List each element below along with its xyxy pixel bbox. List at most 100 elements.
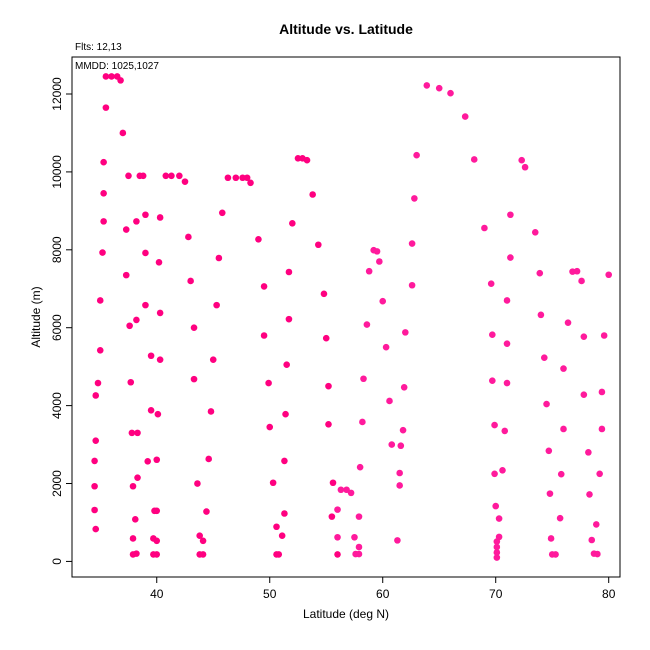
- data-point: [289, 220, 296, 227]
- data-point: [394, 537, 401, 544]
- data-point: [447, 89, 454, 97]
- data-point: [232, 174, 240, 182]
- data-point: [461, 113, 469, 120]
- data-point: [265, 379, 272, 387]
- x-axis-label: Latitude (deg N): [303, 607, 389, 621]
- data-point: [156, 356, 164, 363]
- x-tick-label: 40: [150, 587, 164, 601]
- data-point: [129, 551, 137, 558]
- data-point: [142, 249, 149, 257]
- data-point: [320, 290, 328, 298]
- data-point: [411, 195, 418, 202]
- data-point: [546, 490, 554, 497]
- data-point: [355, 550, 363, 558]
- data-point: [491, 470, 498, 478]
- data-point: [153, 537, 161, 545]
- data-point: [94, 379, 102, 387]
- data-point: [598, 425, 606, 433]
- data-point: [281, 457, 288, 465]
- data-point: [596, 470, 603, 478]
- data-point: [281, 510, 288, 517]
- data-point: [493, 543, 501, 551]
- data-point: [282, 410, 289, 418]
- data-point: [491, 421, 498, 429]
- data-point: [560, 425, 567, 433]
- data-point: [363, 321, 371, 328]
- data-point: [503, 379, 511, 387]
- data-point: [133, 218, 140, 225]
- data-point: [337, 486, 345, 494]
- data-point: [215, 254, 223, 262]
- data-point: [386, 397, 393, 405]
- data-point: [382, 343, 390, 351]
- data-point: [278, 532, 286, 540]
- data-point: [507, 254, 514, 261]
- data-point: [402, 329, 409, 336]
- data-point: [537, 311, 545, 319]
- data-point: [423, 82, 431, 89]
- data-point: [592, 521, 600, 528]
- data-point: [552, 551, 559, 558]
- data-point: [598, 388, 606, 396]
- data-point: [91, 506, 98, 514]
- data-point: [586, 491, 593, 498]
- data-point: [556, 514, 564, 522]
- data-point: [153, 507, 161, 515]
- data-point: [91, 457, 98, 465]
- x-axis: 40 50 60 70 80: [150, 576, 616, 601]
- data-point: [355, 513, 363, 520]
- data-point: [489, 331, 496, 339]
- data-point: [99, 249, 106, 256]
- data-point: [600, 332, 608, 339]
- data-point: [125, 172, 132, 180]
- x-tick-label: 70: [489, 587, 503, 601]
- data-point: [588, 536, 596, 544]
- plot-area: [71, 56, 621, 578]
- data-point: [309, 191, 316, 198]
- data-point: [156, 309, 164, 317]
- data-point: [168, 172, 175, 180]
- data-point: [205, 455, 213, 463]
- data-point: [388, 441, 396, 448]
- data-point: [557, 470, 565, 478]
- data-point: [334, 506, 341, 513]
- date-annotation: MMDD: 1025,1027: [75, 61, 159, 72]
- data-point: [147, 406, 155, 414]
- y-tick-label: 8000: [50, 236, 64, 263]
- data-point: [122, 271, 130, 279]
- data-point: [285, 268, 293, 276]
- data-point: [493, 554, 501, 561]
- data-point: [396, 482, 403, 489]
- data-points: [91, 73, 613, 561]
- data-point: [181, 178, 189, 185]
- data-point: [355, 543, 363, 551]
- data-point: [294, 154, 302, 162]
- data-point: [560, 365, 567, 372]
- data-point: [176, 172, 183, 180]
- data-point: [224, 174, 232, 182]
- data-point: [203, 508, 210, 515]
- data-point: [162, 172, 170, 180]
- data-point: [470, 156, 478, 163]
- data-point: [153, 551, 161, 558]
- y-axis: 0 2000 4000 6000 8000 10000 12000: [50, 77, 73, 565]
- data-point: [247, 179, 254, 187]
- data-point: [435, 84, 443, 92]
- data-point: [499, 466, 506, 474]
- data-point: [199, 551, 207, 558]
- data-point: [285, 315, 293, 323]
- data-point: [351, 533, 358, 541]
- data-point: [580, 333, 588, 340]
- y-tick-label: 0: [50, 558, 64, 565]
- y-tick-label: 12000: [50, 77, 64, 111]
- data-point: [102, 73, 110, 80]
- data-point: [119, 129, 127, 137]
- data-point: [493, 538, 501, 545]
- data-point: [503, 340, 511, 347]
- data-point: [376, 258, 383, 265]
- data-point: [92, 437, 100, 444]
- data-point: [133, 316, 140, 324]
- data-point: [207, 408, 215, 415]
- data-point: [96, 347, 104, 354]
- data-point: [269, 479, 277, 487]
